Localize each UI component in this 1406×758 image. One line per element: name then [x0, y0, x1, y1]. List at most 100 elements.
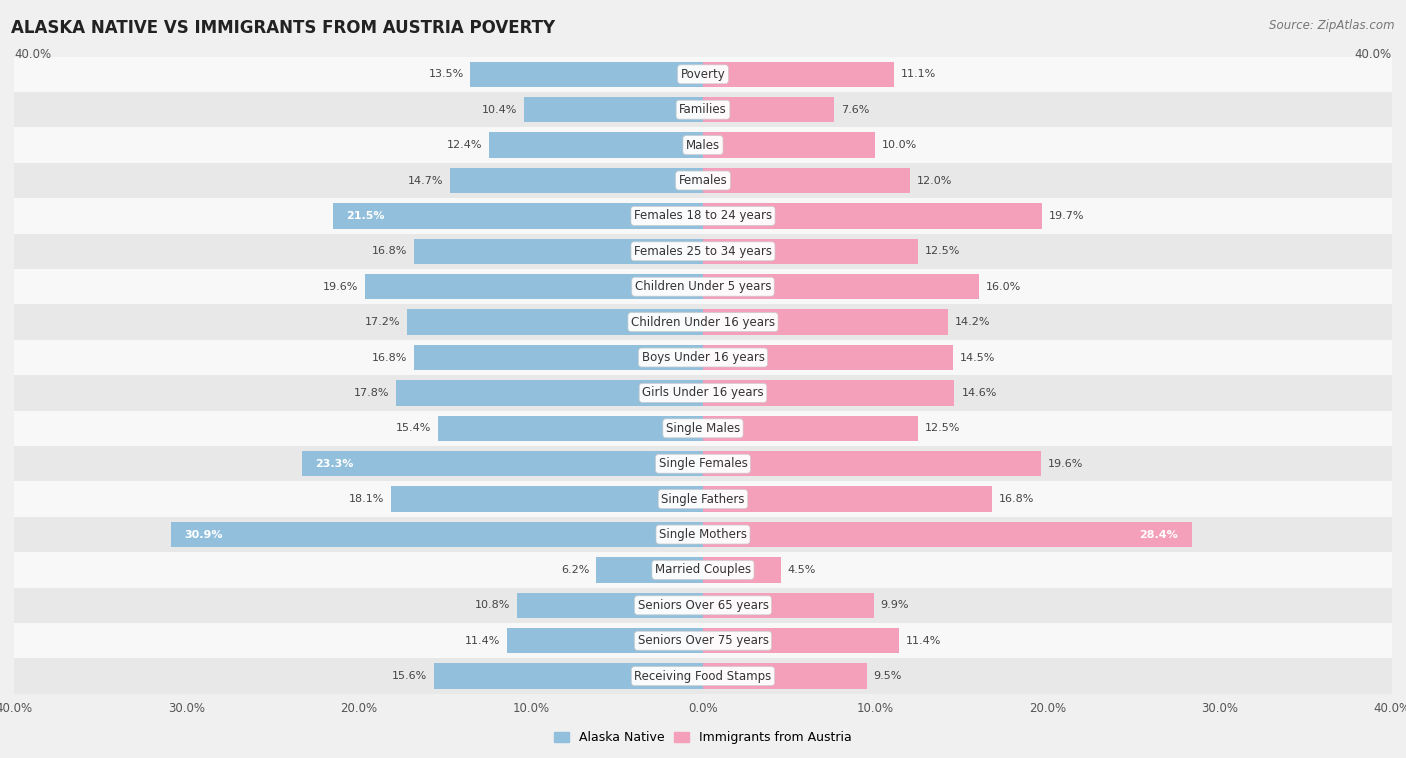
Bar [450, 168, 703, 193]
Bar [703, 628, 900, 653]
Text: 17.2%: 17.2% [364, 317, 399, 327]
Text: 11.4%: 11.4% [464, 636, 499, 646]
Bar [406, 309, 703, 335]
Text: Single Females: Single Females [658, 457, 748, 470]
Bar [703, 487, 993, 512]
Text: 10.0%: 10.0% [882, 140, 917, 150]
Bar [703, 61, 894, 87]
Bar [14, 57, 1392, 92]
Text: 16.0%: 16.0% [986, 282, 1021, 292]
Text: 12.4%: 12.4% [447, 140, 482, 150]
Text: 13.5%: 13.5% [429, 69, 464, 80]
Bar [14, 411, 1392, 446]
Bar [14, 269, 1392, 305]
Bar [14, 92, 1392, 127]
Bar [14, 446, 1392, 481]
Bar [703, 97, 834, 123]
Text: Poverty: Poverty [681, 67, 725, 81]
Bar [14, 553, 1392, 587]
Text: 12.5%: 12.5% [925, 423, 960, 434]
Bar [471, 61, 703, 87]
Bar [14, 305, 1392, 340]
Bar [14, 233, 1392, 269]
Bar [14, 340, 1392, 375]
Bar [506, 628, 703, 653]
Text: 11.4%: 11.4% [907, 636, 942, 646]
Text: 14.2%: 14.2% [955, 317, 990, 327]
Bar [437, 415, 703, 441]
Text: 10.4%: 10.4% [482, 105, 517, 114]
Text: 11.1%: 11.1% [901, 69, 936, 80]
Text: Females 25 to 34 years: Females 25 to 34 years [634, 245, 772, 258]
Text: Receiving Food Stamps: Receiving Food Stamps [634, 669, 772, 683]
Text: 21.5%: 21.5% [346, 211, 385, 221]
Bar [333, 203, 703, 229]
Text: 10.8%: 10.8% [475, 600, 510, 610]
Text: 16.8%: 16.8% [1000, 494, 1035, 504]
Bar [703, 415, 918, 441]
Bar [413, 239, 703, 264]
Bar [517, 593, 703, 618]
Bar [703, 168, 910, 193]
Text: 9.9%: 9.9% [880, 600, 908, 610]
Bar [14, 163, 1392, 198]
Text: 12.0%: 12.0% [917, 176, 952, 186]
Text: 12.5%: 12.5% [925, 246, 960, 256]
Text: Source: ZipAtlas.com: Source: ZipAtlas.com [1270, 19, 1395, 32]
Text: 14.6%: 14.6% [962, 388, 997, 398]
Bar [703, 133, 875, 158]
Text: 9.5%: 9.5% [873, 671, 901, 681]
Text: Married Couples: Married Couples [655, 563, 751, 576]
Text: 4.5%: 4.5% [787, 565, 815, 575]
Text: Children Under 5 years: Children Under 5 years [634, 280, 772, 293]
Bar [703, 274, 979, 299]
Text: 17.8%: 17.8% [354, 388, 389, 398]
Text: Seniors Over 65 years: Seniors Over 65 years [637, 599, 769, 612]
Bar [14, 659, 1392, 694]
Text: Girls Under 16 years: Girls Under 16 years [643, 387, 763, 399]
Text: 18.1%: 18.1% [349, 494, 384, 504]
Bar [434, 663, 703, 689]
Text: Females: Females [679, 174, 727, 187]
Bar [413, 345, 703, 370]
Bar [703, 345, 953, 370]
Text: Seniors Over 75 years: Seniors Over 75 years [637, 634, 769, 647]
Text: 40.0%: 40.0% [14, 48, 51, 61]
Bar [703, 203, 1042, 229]
Legend: Alaska Native, Immigrants from Austria: Alaska Native, Immigrants from Austria [548, 726, 858, 749]
Text: 14.5%: 14.5% [960, 352, 995, 362]
Bar [302, 451, 703, 477]
Bar [14, 127, 1392, 163]
Text: Boys Under 16 years: Boys Under 16 years [641, 351, 765, 364]
Text: 16.8%: 16.8% [371, 352, 406, 362]
Bar [366, 274, 703, 299]
Bar [14, 623, 1392, 659]
Text: 19.6%: 19.6% [1047, 459, 1083, 468]
Bar [14, 481, 1392, 517]
Text: Single Males: Single Males [666, 421, 740, 435]
Bar [596, 557, 703, 583]
Bar [14, 517, 1392, 553]
Text: 23.3%: 23.3% [315, 459, 354, 468]
Bar [703, 451, 1040, 477]
Text: 15.4%: 15.4% [395, 423, 430, 434]
Text: Children Under 16 years: Children Under 16 years [631, 315, 775, 329]
Bar [703, 309, 948, 335]
Text: 19.7%: 19.7% [1049, 211, 1084, 221]
Text: Males: Males [686, 139, 720, 152]
Bar [14, 198, 1392, 233]
Text: 19.6%: 19.6% [323, 282, 359, 292]
Bar [14, 375, 1392, 411]
Text: Single Fathers: Single Fathers [661, 493, 745, 506]
Bar [703, 663, 866, 689]
Bar [703, 593, 873, 618]
Bar [170, 522, 703, 547]
Bar [396, 381, 703, 406]
Text: 15.6%: 15.6% [392, 671, 427, 681]
Text: 30.9%: 30.9% [184, 530, 224, 540]
Bar [703, 522, 1192, 547]
Text: 40.0%: 40.0% [1355, 48, 1392, 61]
Bar [703, 557, 780, 583]
Text: 14.7%: 14.7% [408, 176, 443, 186]
Text: 28.4%: 28.4% [1140, 530, 1178, 540]
